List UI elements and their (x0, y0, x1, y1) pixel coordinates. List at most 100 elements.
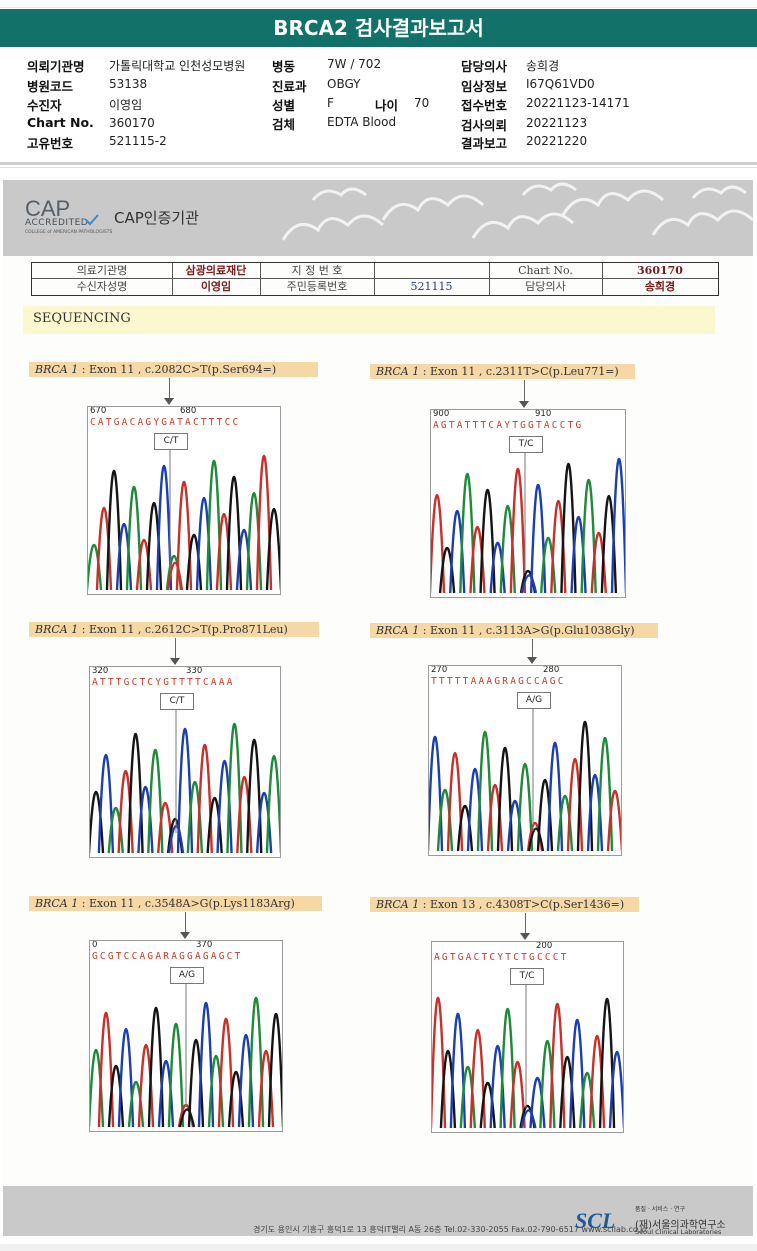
field-label: 진료과 (272, 79, 307, 94)
field-value: OBGY (327, 77, 361, 91)
trace-peak (489, 1045, 506, 1129)
trace-plot (432, 984, 623, 1129)
trace-peak (438, 546, 456, 594)
trace-peak (255, 792, 273, 854)
trace-peak (469, 525, 486, 594)
position-number: 270 (431, 665, 448, 675)
trace-peak (225, 475, 243, 591)
trace-peak (598, 998, 616, 1129)
gene-name: BRCA 1 (35, 363, 79, 376)
genotype-call: A/G (517, 692, 551, 709)
header-divider (0, 162, 757, 165)
arrow-down-icon (170, 658, 180, 665)
trace-peak (115, 522, 133, 591)
field-label: 검체 (272, 117, 296, 132)
chromatogram: 0 370 GCGTCCAGARAGGAGAGCT A/G (89, 940, 283, 1132)
trace-peak (449, 1012, 467, 1129)
trace-peak (137, 785, 154, 854)
genotype-call: T/C (509, 436, 543, 453)
trace-peak (197, 1002, 215, 1128)
chromatogram: 320 330 ATTTGCTCYGTTTTCAAA C/T (89, 666, 281, 858)
trace-peak (226, 723, 243, 854)
variant-description: Exon 11 , c.2311T>C(p.Leu771=) (429, 365, 619, 378)
field-value: 360170 (109, 116, 155, 130)
variant-label: BRCA 1 : Exon 13 , c.4308T>C(p.Ser1436=) (370, 897, 639, 912)
separator: : (78, 897, 89, 910)
position-number: 680 (180, 406, 197, 416)
trace-peak (105, 469, 123, 591)
variant-description: Exon 13 , c.4308T>C(p.Ser1436=) (429, 898, 625, 911)
trace-peak (606, 790, 621, 852)
trace-peak (185, 534, 203, 591)
bottom-border (0, 1244, 757, 1251)
trace-peak (255, 454, 273, 591)
trace-peak (569, 1018, 586, 1129)
position-number: 910 (535, 409, 552, 419)
variant-description: Exon 11 , c.3548A>G(p.Lys1183Arg) (88, 897, 295, 910)
trace-peak (265, 755, 280, 854)
info-label: 지 정 번 호 (291, 264, 343, 277)
field-label: 수진자 (27, 98, 62, 113)
trace-peak (125, 486, 143, 591)
trace-peak (608, 1051, 623, 1129)
cap-accredited: ACCREDITED (25, 218, 89, 228)
report-title: BRCA2 검사결과보고서 (0, 9, 757, 47)
arrow-down-icon (520, 933, 530, 940)
patient-info-table: 의료기관명 삼광의료재단 지 정 번 호 Chart No. 360170 수신… (31, 262, 719, 296)
trace-peak (127, 732, 144, 854)
trace-peak (247, 997, 265, 1128)
trace-peak (176, 728, 194, 854)
field-value: EDTA Blood (327, 115, 397, 129)
variant-label: BRCA 1 : Exon 11 , c.2311T>C(p.Leu771=) (370, 364, 635, 379)
cap-banner: CAP ACCREDITED COLLEGE of AMERICAN PATHO… (3, 180, 753, 256)
trace-peak (88, 543, 103, 591)
info-label: Chart No. (518, 264, 573, 277)
field-label: 병동 (272, 59, 296, 74)
cap-college: COLLEGE of AMERICAN PATHOLOGISTS (25, 230, 113, 235)
field-label: 나이 (375, 98, 399, 113)
variant-description: Exon 11 , c.2612C>T(p.Pro871Leu) (88, 623, 288, 636)
trace-peak (489, 541, 506, 594)
trace-peak (186, 780, 204, 854)
check-icon (85, 214, 99, 226)
trace-peak (265, 508, 280, 591)
trace-peak (536, 778, 554, 852)
pointer-line (524, 380, 525, 403)
section-title: SEQUENCING (33, 311, 131, 326)
gene-name: BRCA 1 (376, 898, 420, 911)
report-header: 의뢰기관명 가톨릭대학교 인천성모병원 병원코드 53138 수진자 이영임 C… (0, 53, 757, 153)
info-value: 송희경 (644, 280, 676, 293)
arrow-down-icon (519, 401, 529, 408)
field-value: 20221123-14171 (526, 96, 630, 110)
trace-peak (107, 1065, 125, 1128)
trace-peak (499, 1007, 516, 1129)
trace-peak (459, 472, 476, 594)
info-value: 360170 (637, 264, 683, 277)
trace-peak (596, 736, 614, 852)
base-sequence: GCGTCCAGARAGGAGAGCT (92, 951, 243, 962)
trace-peak (205, 460, 223, 591)
field-label: Chart No. (27, 115, 94, 130)
cloud-pattern (281, 182, 753, 241)
position-number: 330 (186, 666, 203, 676)
pointer-line (185, 912, 186, 934)
trace-peak (520, 1109, 537, 1129)
base-sequence: TTTTTAAAGRAGCCAGC (431, 676, 566, 687)
trace-peak (267, 1012, 282, 1128)
info-value: 이영임 (200, 280, 232, 293)
pointer-line (175, 638, 176, 660)
info-label: 의료기관명 (76, 264, 128, 277)
arrow-down-icon (180, 932, 190, 939)
trace-peak (235, 529, 253, 591)
trace-peak (529, 1076, 546, 1129)
base-sequence: ATTTGCTCYGTTTTCAAA (92, 677, 235, 688)
field-value: 70 (414, 96, 430, 110)
base-sequence: CATGACAGYGATACTTTCC (90, 417, 241, 428)
trace-peak (580, 478, 597, 594)
trace-peak (546, 741, 564, 852)
info-value: 521115 (410, 280, 453, 293)
trace-peak (479, 489, 496, 594)
trace-peak (217, 1017, 235, 1128)
trace-peak (431, 494, 446, 594)
pointer-line (525, 913, 526, 935)
